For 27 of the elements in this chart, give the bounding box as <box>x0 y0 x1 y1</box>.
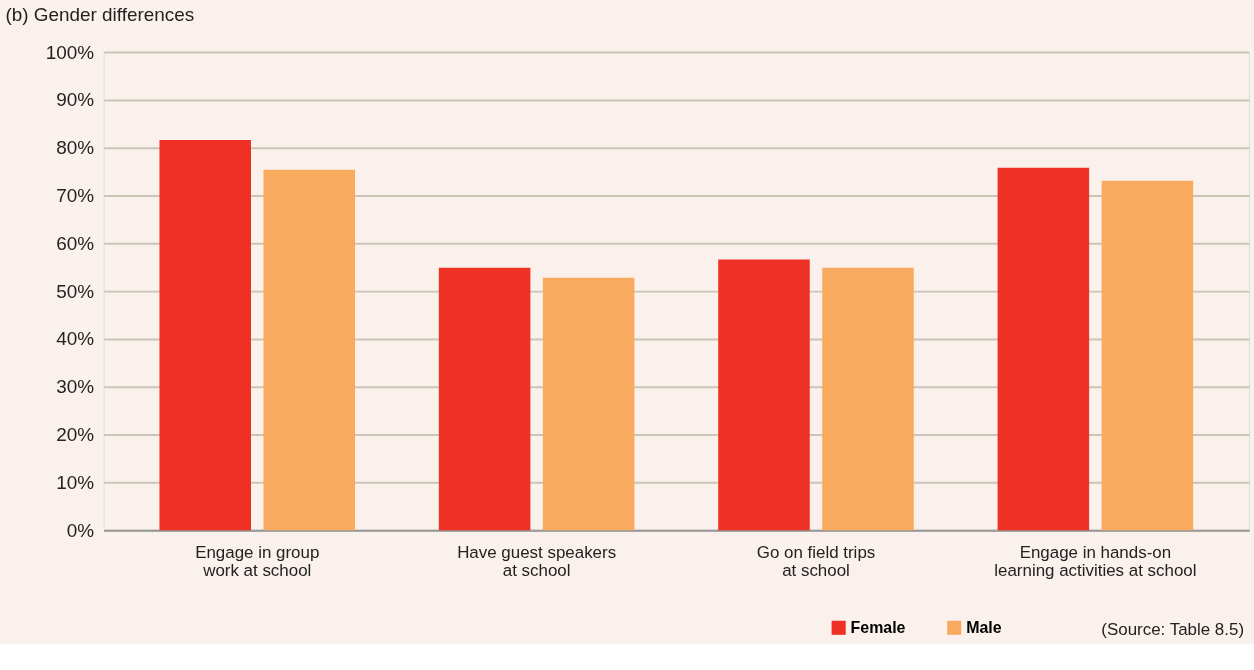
bar <box>542 277 635 531</box>
bar <box>718 259 810 531</box>
bar <box>822 267 914 531</box>
bar <box>438 267 531 531</box>
x-tick-label: Go on field trips at school <box>756 542 876 581</box>
legend-label: Male <box>966 618 1002 636</box>
y-tick-label: 80% <box>56 137 95 159</box>
x-tick-label: Have guest speakers at school <box>457 542 617 581</box>
y-tick-label: 60% <box>56 232 95 254</box>
y-tick-label: 100% <box>45 41 95 63</box>
text: (Source: Table 8.5) <box>1101 619 1245 639</box>
x-tick-label: Engage in group work at school <box>195 542 320 581</box>
bar <box>1101 180 1194 531</box>
y-tick-label: 50% <box>56 280 95 302</box>
y-tick-label: 70% <box>56 184 95 206</box>
y-tick-label: 20% <box>56 424 95 446</box>
y-tick-label: 10% <box>56 471 95 493</box>
y-tick-label: 40% <box>56 328 95 350</box>
bar <box>263 169 356 531</box>
y-tick-label: 0% <box>66 519 95 541</box>
y-tick-label: 30% <box>56 376 95 398</box>
y-tick-label: 90% <box>56 89 95 111</box>
chart-title: (b) Gender differences <box>5 4 195 26</box>
bar <box>159 140 251 531</box>
legend-label: Female <box>850 618 906 636</box>
bar <box>997 167 1090 531</box>
x-tick-label: Engage in hands-on learning activities at school <box>994 542 1197 581</box>
